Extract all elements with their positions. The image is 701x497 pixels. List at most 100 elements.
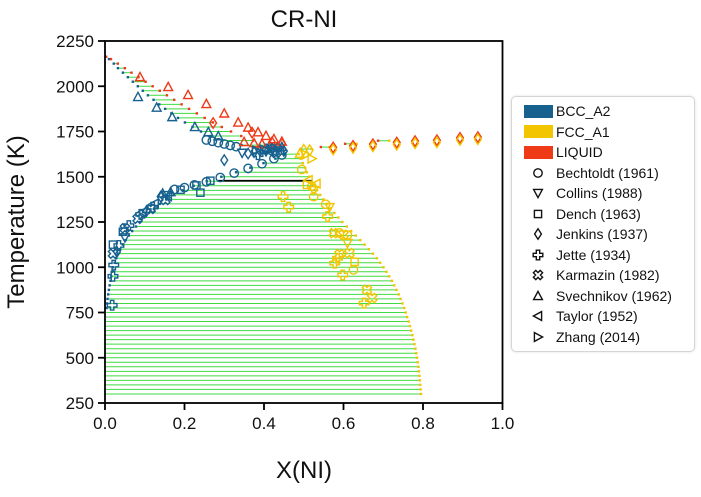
plus-marker-icon <box>532 249 544 261</box>
boundary-dot <box>274 157 277 160</box>
data-point <box>473 132 483 146</box>
y-tick-label: 2250 <box>56 32 94 51</box>
boundary-dot <box>397 293 400 296</box>
legend-item-dataset-jette-1934-: Jette (1934) <box>512 245 694 266</box>
data-point <box>107 270 119 282</box>
data-point <box>218 107 230 118</box>
boundary-dot <box>359 238 362 242</box>
boundary-dot <box>403 306 406 310</box>
legend-label: BCC_A2 <box>556 103 611 120</box>
boundary-dot <box>116 62 119 65</box>
plot-area <box>104 55 483 396</box>
data-point <box>106 299 118 311</box>
boundary-dot <box>144 80 147 83</box>
boundary-dot <box>395 288 398 292</box>
data-point <box>189 120 201 132</box>
data-point <box>320 199 331 210</box>
data-point <box>113 240 125 252</box>
data-point <box>348 141 358 155</box>
triangle-down-marker-icon <box>532 188 544 200</box>
boundary-dot <box>405 315 409 319</box>
legend-label: Svechnikov (1962) <box>556 287 672 304</box>
data-point <box>202 125 214 137</box>
circle-marker-icon <box>533 167 543 178</box>
data-point <box>136 206 148 218</box>
axes: 0.0 0.2 0.4 0.6 0.8 1.0 250 500 750 1000 1250 1500 1… <box>56 32 514 433</box>
boundary-dot <box>418 374 421 378</box>
boundary-dot <box>121 71 125 74</box>
diamond-marker-icon <box>533 227 543 241</box>
data-point <box>132 213 144 225</box>
data-point <box>277 191 289 203</box>
boundary-dot <box>158 89 161 92</box>
data-point <box>348 139 358 153</box>
boundary-dot <box>111 266 115 269</box>
y-tick-label: 2000 <box>56 77 94 96</box>
data-point <box>270 142 282 155</box>
data-point <box>231 141 242 152</box>
boundary-dot <box>382 266 385 269</box>
triangle-left-glyph <box>531 310 543 322</box>
boundary-dot <box>116 252 120 255</box>
boundary-dot <box>404 311 407 314</box>
boundary-dot <box>337 216 340 219</box>
boundary-dot <box>385 270 388 273</box>
data-point <box>361 284 373 296</box>
phase-bcc-icon <box>520 103 556 119</box>
boundary-dot <box>108 284 111 287</box>
legend-label: Bechtoldt (1961) <box>556 164 659 181</box>
data-point <box>410 134 420 148</box>
data-point <box>432 133 442 147</box>
data-point <box>337 269 349 281</box>
boundary-dot <box>415 352 418 355</box>
triangle-right-marker-icon <box>533 331 545 343</box>
boundary-dot <box>158 202 162 206</box>
legend-item-dataset-svechnikov-1962-: Svechnikov (1962) <box>512 286 694 307</box>
boundary-dot <box>390 279 394 283</box>
boundary-dot <box>107 288 111 292</box>
data-point <box>208 116 218 130</box>
triangle-down-glyph <box>532 188 544 200</box>
data-point <box>212 130 224 141</box>
boundary-dot <box>419 383 422 387</box>
dataset-jenkins-1937--icon <box>520 226 556 242</box>
y-tick-label: 1000 <box>56 258 94 277</box>
chart-title: CR-NI <box>271 6 338 33</box>
data-point <box>392 136 402 150</box>
boundary-dot <box>262 161 265 165</box>
boundary-dot <box>371 252 375 255</box>
data-point <box>358 297 370 309</box>
data-point <box>368 139 378 153</box>
boundary-dot <box>305 171 309 174</box>
x-tick-label: 0.0 <box>93 414 117 433</box>
boundary-dot <box>240 134 243 138</box>
boundary-dot <box>106 297 109 301</box>
data-point <box>213 137 224 148</box>
data-point <box>322 211 334 223</box>
data-point <box>166 110 178 122</box>
triangle-left-marker-icon <box>531 310 543 322</box>
data-point <box>238 135 250 147</box>
boundary-dot <box>415 356 419 359</box>
boundary-dot <box>115 257 118 260</box>
boundary-dot <box>195 112 199 115</box>
bcc-color-swatch <box>523 104 553 118</box>
data-point <box>207 136 218 147</box>
data-point <box>206 176 215 186</box>
boundary-dot <box>121 243 124 246</box>
data-point <box>260 129 272 141</box>
boundary-dot <box>137 76 140 79</box>
y-tick-label: 750 <box>66 304 94 323</box>
data-point <box>410 136 420 150</box>
boundary-dot <box>416 361 419 364</box>
data-point <box>219 139 230 149</box>
boundary-dot <box>138 220 142 224</box>
boundary-dot <box>143 216 146 219</box>
boundary-dot <box>349 229 353 233</box>
boundary-dot <box>419 388 422 391</box>
triangle-up-marker-icon <box>532 289 544 301</box>
triangle-up-glyph <box>532 289 544 301</box>
boundary-dot <box>408 324 412 328</box>
y-tick-label: 250 <box>66 394 94 413</box>
boundary-dot <box>401 302 404 305</box>
